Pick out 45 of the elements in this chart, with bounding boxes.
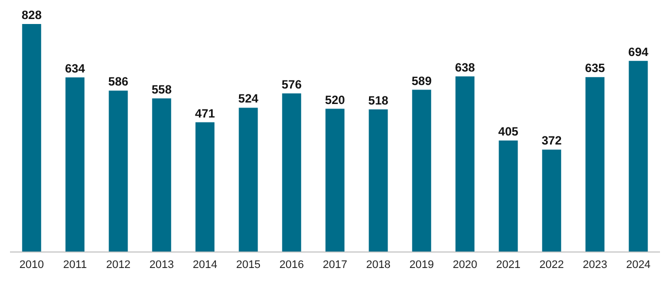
data-label: 518 [368, 93, 389, 108]
x-tick-label: 2010 [19, 258, 44, 271]
bar [22, 24, 42, 252]
x-tick-label: 2021 [496, 258, 521, 271]
bar [455, 76, 474, 252]
bar [152, 98, 172, 252]
data-label: 638 [454, 60, 476, 74]
x-tick-label: 2022 [539, 258, 564, 271]
data-label: 372 [542, 134, 562, 148]
x-tick-label: 2017 [322, 258, 348, 271]
data-label: 520 [324, 92, 346, 107]
bar [325, 108, 344, 252]
data-label: 635 [584, 61, 606, 76]
x-tick-label: 2015 [236, 258, 261, 271]
x-tick-label: 2012 [106, 258, 131, 271]
bar [282, 93, 302, 252]
bar [195, 122, 214, 252]
x-tick-label: 2023 [582, 258, 608, 271]
bar [542, 150, 562, 252]
bar [238, 108, 258, 252]
bar [628, 60, 648, 252]
data-label: 405 [498, 124, 519, 138]
x-tick-label: 2018 [366, 258, 391, 271]
data-label: 576 [282, 77, 302, 92]
bar [368, 109, 388, 252]
x-tick-label: 2019 [409, 258, 434, 271]
bar [498, 140, 518, 252]
data-label: 828 [22, 8, 42, 22]
x-tick-label: 2011 [63, 258, 87, 271]
data-label: 471 [194, 106, 216, 120]
x-tick-label: 2020 [452, 258, 478, 271]
bar [108, 90, 128, 252]
bar [412, 90, 432, 252]
data-label: 694 [628, 44, 649, 59]
data-label: 524 [238, 92, 259, 106]
data-label: 589 [412, 74, 432, 88]
x-tick-label: 2016 [279, 258, 304, 271]
bar [585, 77, 604, 252]
x-tick-label: 2013 [149, 258, 174, 271]
x-tick-label: 2014 [192, 258, 218, 271]
bar [65, 77, 84, 252]
data-label: 586 [108, 74, 129, 89]
data-label: 634 [64, 61, 86, 76]
x-tick-label: 2024 [626, 258, 651, 271]
data-label: 558 [152, 82, 172, 96]
